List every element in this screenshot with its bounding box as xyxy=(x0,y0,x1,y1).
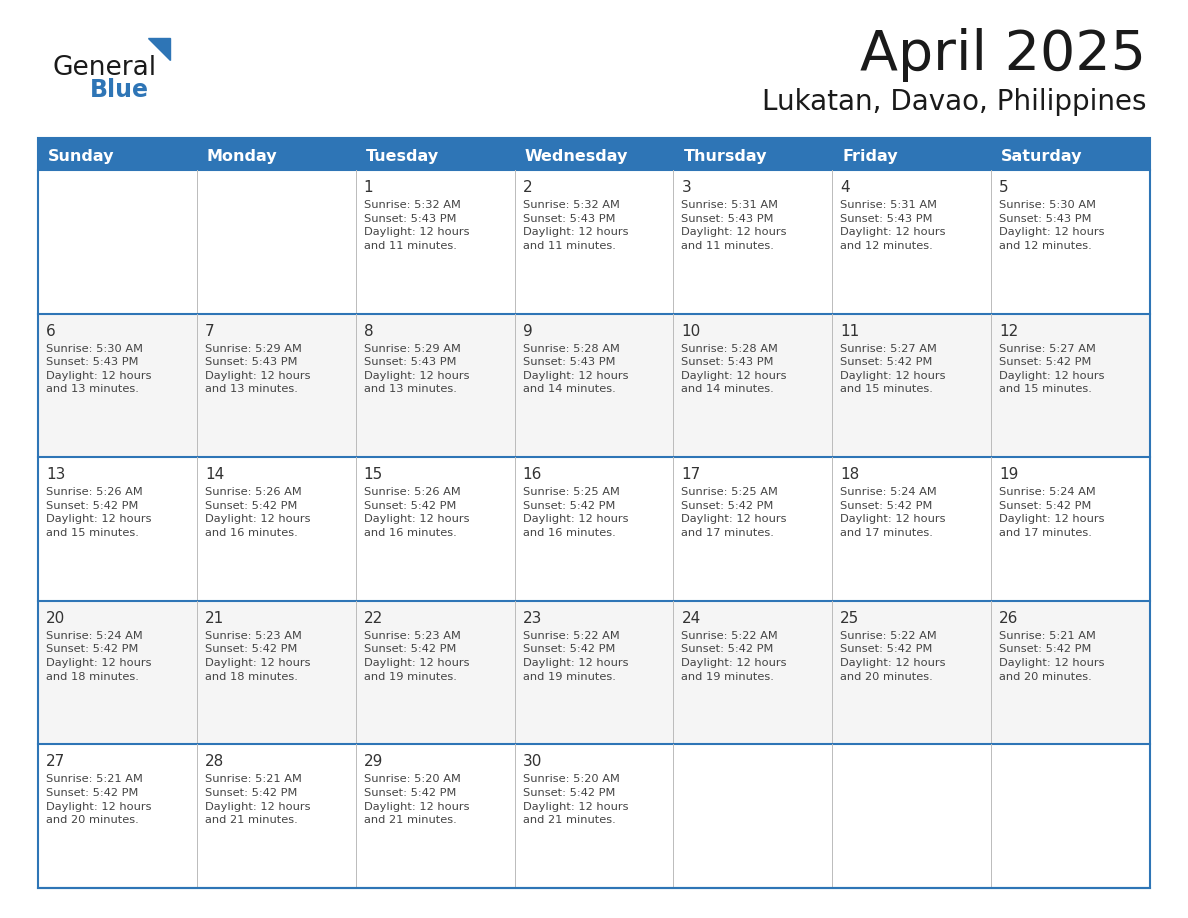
Text: 5: 5 xyxy=(999,180,1009,195)
Text: Sunrise: 5:21 AM
Sunset: 5:42 PM
Daylight: 12 hours
and 21 minutes.: Sunrise: 5:21 AM Sunset: 5:42 PM Dayligh… xyxy=(204,775,310,825)
Text: Sunrise: 5:29 AM
Sunset: 5:43 PM
Daylight: 12 hours
and 13 minutes.: Sunrise: 5:29 AM Sunset: 5:43 PM Dayligh… xyxy=(364,343,469,395)
Text: Sunrise: 5:24 AM
Sunset: 5:42 PM
Daylight: 12 hours
and 17 minutes.: Sunrise: 5:24 AM Sunset: 5:42 PM Dayligh… xyxy=(999,487,1105,538)
Text: Sunrise: 5:32 AM
Sunset: 5:43 PM
Daylight: 12 hours
and 11 minutes.: Sunrise: 5:32 AM Sunset: 5:43 PM Dayligh… xyxy=(523,200,628,251)
Text: 19: 19 xyxy=(999,467,1018,482)
Bar xyxy=(38,744,1150,888)
Text: 12: 12 xyxy=(999,324,1018,339)
Bar xyxy=(38,314,1150,457)
Text: 13: 13 xyxy=(46,467,65,482)
Text: 23: 23 xyxy=(523,610,542,626)
Text: Sunrise: 5:24 AM
Sunset: 5:42 PM
Daylight: 12 hours
and 17 minutes.: Sunrise: 5:24 AM Sunset: 5:42 PM Dayligh… xyxy=(840,487,946,538)
Text: 22: 22 xyxy=(364,610,383,626)
Text: Sunrise: 5:27 AM
Sunset: 5:42 PM
Daylight: 12 hours
and 15 minutes.: Sunrise: 5:27 AM Sunset: 5:42 PM Dayligh… xyxy=(999,343,1105,395)
Text: Sunday: Sunday xyxy=(48,149,114,163)
Text: Sunrise: 5:22 AM
Sunset: 5:42 PM
Daylight: 12 hours
and 20 minutes.: Sunrise: 5:22 AM Sunset: 5:42 PM Dayligh… xyxy=(840,631,946,681)
Text: Sunrise: 5:31 AM
Sunset: 5:43 PM
Daylight: 12 hours
and 11 minutes.: Sunrise: 5:31 AM Sunset: 5:43 PM Dayligh… xyxy=(682,200,786,251)
Text: 10: 10 xyxy=(682,324,701,339)
Text: Sunrise: 5:26 AM
Sunset: 5:42 PM
Daylight: 12 hours
and 15 minutes.: Sunrise: 5:26 AM Sunset: 5:42 PM Dayligh… xyxy=(46,487,152,538)
Text: 26: 26 xyxy=(999,610,1018,626)
Text: Sunrise: 5:25 AM
Sunset: 5:42 PM
Daylight: 12 hours
and 17 minutes.: Sunrise: 5:25 AM Sunset: 5:42 PM Dayligh… xyxy=(682,487,786,538)
Text: 30: 30 xyxy=(523,755,542,769)
Text: 21: 21 xyxy=(204,610,225,626)
Text: 1: 1 xyxy=(364,180,373,195)
Text: Sunrise: 5:22 AM
Sunset: 5:42 PM
Daylight: 12 hours
and 19 minutes.: Sunrise: 5:22 AM Sunset: 5:42 PM Dayligh… xyxy=(682,631,786,681)
Text: Sunrise: 5:30 AM
Sunset: 5:43 PM
Daylight: 12 hours
and 13 minutes.: Sunrise: 5:30 AM Sunset: 5:43 PM Dayligh… xyxy=(46,343,152,395)
Text: Sunrise: 5:25 AM
Sunset: 5:42 PM
Daylight: 12 hours
and 16 minutes.: Sunrise: 5:25 AM Sunset: 5:42 PM Dayligh… xyxy=(523,487,628,538)
Text: 9: 9 xyxy=(523,324,532,339)
Bar xyxy=(38,457,1150,600)
Polygon shape xyxy=(148,38,170,60)
Text: Tuesday: Tuesday xyxy=(366,149,438,163)
Text: Sunrise: 5:20 AM
Sunset: 5:42 PM
Daylight: 12 hours
and 21 minutes.: Sunrise: 5:20 AM Sunset: 5:42 PM Dayligh… xyxy=(364,775,469,825)
Bar xyxy=(38,170,1150,314)
Text: Sunrise: 5:28 AM
Sunset: 5:43 PM
Daylight: 12 hours
and 14 minutes.: Sunrise: 5:28 AM Sunset: 5:43 PM Dayligh… xyxy=(523,343,628,395)
Text: Sunrise: 5:24 AM
Sunset: 5:42 PM
Daylight: 12 hours
and 18 minutes.: Sunrise: 5:24 AM Sunset: 5:42 PM Dayligh… xyxy=(46,631,152,681)
Text: Monday: Monday xyxy=(207,149,278,163)
Text: General: General xyxy=(52,55,156,81)
Text: 7: 7 xyxy=(204,324,215,339)
Text: 3: 3 xyxy=(682,180,691,195)
Text: 25: 25 xyxy=(840,610,860,626)
Text: 17: 17 xyxy=(682,467,701,482)
Text: 18: 18 xyxy=(840,467,860,482)
Text: April 2025: April 2025 xyxy=(860,28,1146,82)
Text: Friday: Friday xyxy=(842,149,898,163)
Bar xyxy=(38,138,1150,888)
Bar xyxy=(38,600,1150,744)
Text: Sunrise: 5:30 AM
Sunset: 5:43 PM
Daylight: 12 hours
and 12 minutes.: Sunrise: 5:30 AM Sunset: 5:43 PM Dayligh… xyxy=(999,200,1105,251)
Text: Sunrise: 5:23 AM
Sunset: 5:42 PM
Daylight: 12 hours
and 19 minutes.: Sunrise: 5:23 AM Sunset: 5:42 PM Dayligh… xyxy=(364,631,469,681)
Text: Thursday: Thursday xyxy=(683,149,767,163)
Text: Sunrise: 5:21 AM
Sunset: 5:42 PM
Daylight: 12 hours
and 20 minutes.: Sunrise: 5:21 AM Sunset: 5:42 PM Dayligh… xyxy=(999,631,1105,681)
Text: Sunrise: 5:32 AM
Sunset: 5:43 PM
Daylight: 12 hours
and 11 minutes.: Sunrise: 5:32 AM Sunset: 5:43 PM Dayligh… xyxy=(364,200,469,251)
Text: 11: 11 xyxy=(840,324,860,339)
Text: 20: 20 xyxy=(46,610,65,626)
Text: Sunrise: 5:23 AM
Sunset: 5:42 PM
Daylight: 12 hours
and 18 minutes.: Sunrise: 5:23 AM Sunset: 5:42 PM Dayligh… xyxy=(204,631,310,681)
Text: Wednesday: Wednesday xyxy=(525,149,628,163)
Text: Sunrise: 5:20 AM
Sunset: 5:42 PM
Daylight: 12 hours
and 21 minutes.: Sunrise: 5:20 AM Sunset: 5:42 PM Dayligh… xyxy=(523,775,628,825)
Text: 14: 14 xyxy=(204,467,225,482)
Text: 4: 4 xyxy=(840,180,849,195)
Text: 27: 27 xyxy=(46,755,65,769)
Text: 6: 6 xyxy=(46,324,56,339)
Text: Sunrise: 5:21 AM
Sunset: 5:42 PM
Daylight: 12 hours
and 20 minutes.: Sunrise: 5:21 AM Sunset: 5:42 PM Dayligh… xyxy=(46,775,152,825)
Text: 29: 29 xyxy=(364,755,383,769)
Text: 24: 24 xyxy=(682,610,701,626)
Text: Sunrise: 5:31 AM
Sunset: 5:43 PM
Daylight: 12 hours
and 12 minutes.: Sunrise: 5:31 AM Sunset: 5:43 PM Dayligh… xyxy=(840,200,946,251)
Text: Blue: Blue xyxy=(90,78,148,102)
Text: Sunrise: 5:22 AM
Sunset: 5:42 PM
Daylight: 12 hours
and 19 minutes.: Sunrise: 5:22 AM Sunset: 5:42 PM Dayligh… xyxy=(523,631,628,681)
Text: Lukatan, Davao, Philippines: Lukatan, Davao, Philippines xyxy=(762,88,1146,116)
Text: 2: 2 xyxy=(523,180,532,195)
Text: Sunrise: 5:26 AM
Sunset: 5:42 PM
Daylight: 12 hours
and 16 minutes.: Sunrise: 5:26 AM Sunset: 5:42 PM Dayligh… xyxy=(204,487,310,538)
Text: Saturday: Saturday xyxy=(1001,149,1082,163)
Text: Sunrise: 5:29 AM
Sunset: 5:43 PM
Daylight: 12 hours
and 13 minutes.: Sunrise: 5:29 AM Sunset: 5:43 PM Dayligh… xyxy=(204,343,310,395)
Text: 28: 28 xyxy=(204,755,225,769)
Text: 8: 8 xyxy=(364,324,373,339)
Text: Sunrise: 5:28 AM
Sunset: 5:43 PM
Daylight: 12 hours
and 14 minutes.: Sunrise: 5:28 AM Sunset: 5:43 PM Dayligh… xyxy=(682,343,786,395)
Bar xyxy=(38,138,1150,170)
Text: 16: 16 xyxy=(523,467,542,482)
Text: Sunrise: 5:27 AM
Sunset: 5:42 PM
Daylight: 12 hours
and 15 minutes.: Sunrise: 5:27 AM Sunset: 5:42 PM Dayligh… xyxy=(840,343,946,395)
Text: 15: 15 xyxy=(364,467,383,482)
Text: Sunrise: 5:26 AM
Sunset: 5:42 PM
Daylight: 12 hours
and 16 minutes.: Sunrise: 5:26 AM Sunset: 5:42 PM Dayligh… xyxy=(364,487,469,538)
